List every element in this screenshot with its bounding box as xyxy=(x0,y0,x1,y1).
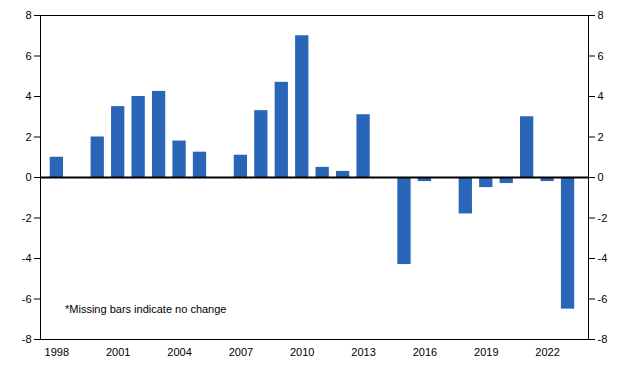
svg-text:4: 4 xyxy=(598,90,604,102)
svg-text:2: 2 xyxy=(598,131,604,143)
svg-text:-8: -8 xyxy=(598,333,608,345)
svg-text:0: 0 xyxy=(598,171,604,183)
svg-text:2019: 2019 xyxy=(474,346,498,358)
svg-text:6: 6 xyxy=(598,50,604,62)
svg-text:2016: 2016 xyxy=(413,346,437,358)
svg-text:-6: -6 xyxy=(22,293,32,305)
svg-text:2004: 2004 xyxy=(167,346,191,358)
svg-text:1998: 1998 xyxy=(45,346,69,358)
svg-text:2022: 2022 xyxy=(535,346,559,358)
svg-text:0: 0 xyxy=(25,171,31,183)
svg-text:4: 4 xyxy=(25,90,31,102)
svg-text:8: 8 xyxy=(25,9,31,21)
svg-text:-2: -2 xyxy=(598,212,608,224)
svg-text:-4: -4 xyxy=(22,252,32,264)
svg-text:*Missing bars indicate no chan: *Missing bars indicate no change xyxy=(65,303,226,315)
svg-text:-8: -8 xyxy=(22,333,32,345)
svg-text:-2: -2 xyxy=(22,212,32,224)
svg-text:8: 8 xyxy=(598,9,604,21)
svg-text:2: 2 xyxy=(25,131,31,143)
svg-text:-4: -4 xyxy=(598,252,608,264)
svg-text:2001: 2001 xyxy=(106,346,130,358)
svg-text:6: 6 xyxy=(25,50,31,62)
svg-text:-6: -6 xyxy=(598,293,608,305)
svg-text:2007: 2007 xyxy=(229,346,253,358)
svg-text:2010: 2010 xyxy=(290,346,314,358)
svg-text:2013: 2013 xyxy=(351,346,375,358)
